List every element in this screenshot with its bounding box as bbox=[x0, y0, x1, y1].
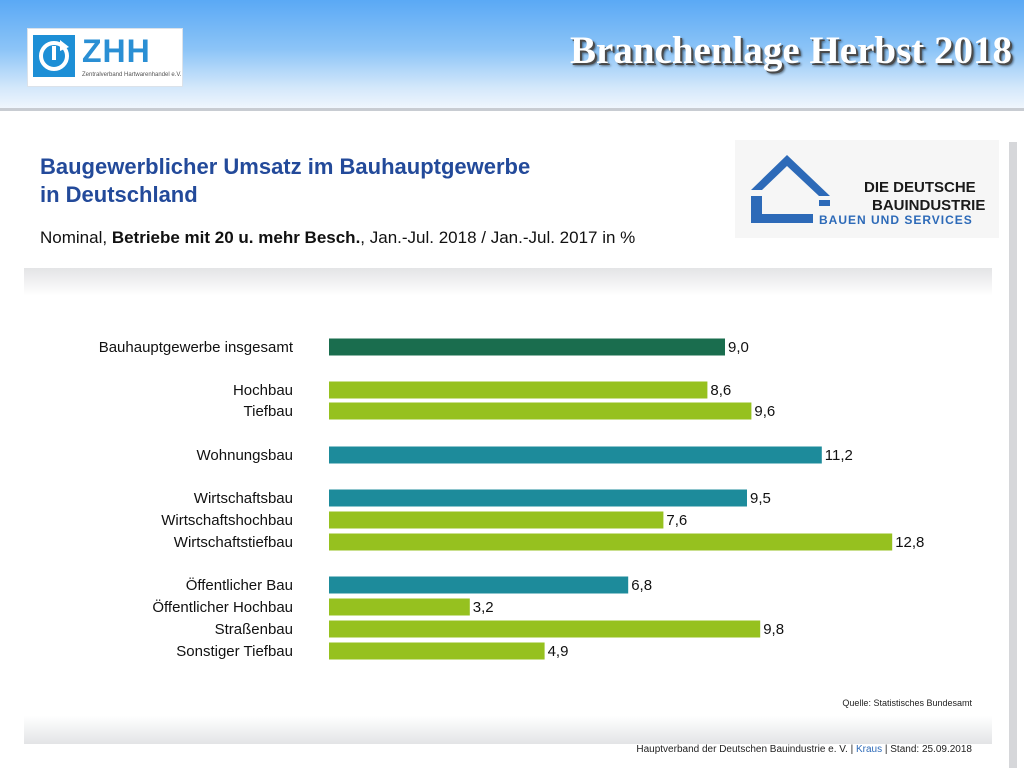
bar-8 bbox=[329, 598, 470, 616]
chart-band-bottom bbox=[24, 716, 992, 744]
bar-9 bbox=[329, 620, 761, 638]
category-label-3: Wohnungsbau bbox=[197, 447, 293, 464]
value-label-4: 9,5 bbox=[750, 490, 771, 507]
header-divider bbox=[0, 108, 1024, 111]
zhh-logo: ZHH Zentralverband Hartwarenhandel e.V. bbox=[27, 28, 183, 87]
value-label-10: 4,9 bbox=[548, 643, 569, 660]
bar-3 bbox=[329, 446, 822, 464]
house-roof-icon bbox=[751, 155, 830, 223]
bar-4 bbox=[329, 489, 747, 507]
value-label-6: 12,8 bbox=[895, 534, 924, 551]
value-label-2: 9,6 bbox=[754, 403, 775, 420]
bar-6 bbox=[329, 533, 893, 551]
chart-title-line1: Baugewerblicher Umsatz im Bauhauptgewerb… bbox=[40, 154, 531, 179]
value-label-8: 3,2 bbox=[473, 599, 494, 616]
chart-subtitle: Nominal, Betriebe mit 20 u. mehr Besch.,… bbox=[40, 228, 635, 248]
value-label-5: 7,6 bbox=[666, 512, 687, 529]
footer-text: Hauptverband der Deutschen Bauindustrie … bbox=[636, 744, 972, 755]
zhh-refresh-icon bbox=[33, 35, 75, 77]
footer-org: Hauptverband der Deutschen Bauindustrie … bbox=[636, 744, 856, 755]
category-label-5: Wirtschaftshochbau bbox=[161, 512, 293, 529]
bar-7 bbox=[329, 576, 629, 594]
logo-line-3: BAUEN UND SERVICES bbox=[819, 213, 973, 227]
category-label-2: Tiefbau bbox=[244, 403, 293, 420]
category-label-8: Öffentlicher Hochbau bbox=[152, 598, 293, 616]
subtitle-part-c: , Jan.-Jul. 2018 / Jan.-Jul. 2017 in % bbox=[360, 228, 636, 247]
subtitle-part-b: Betriebe mit 20 u. mehr Besch. bbox=[111, 228, 361, 247]
bar-2 bbox=[329, 402, 752, 420]
logo-line-1: DIE DEUTSCHE bbox=[864, 179, 976, 196]
category-label-4: Wirtschaftsbau bbox=[194, 490, 293, 507]
category-label-1: Hochbau bbox=[233, 382, 293, 399]
category-label-6: Wirtschaftstiefbau bbox=[174, 534, 293, 551]
bar-5 bbox=[329, 511, 664, 529]
page-title: Branchenlage Herbst 2018 bbox=[570, 29, 1012, 72]
bar-1 bbox=[329, 381, 708, 399]
value-label-3: 11,2 bbox=[825, 447, 853, 464]
chart-title-line2: in Deutschland bbox=[40, 182, 198, 207]
zhh-logo-text: ZHH bbox=[82, 33, 151, 69]
category-label-10: Sonstiger Tiefbau bbox=[176, 643, 293, 660]
bar-10 bbox=[329, 642, 545, 660]
category-label-9: Straßenbau bbox=[215, 621, 293, 638]
chart-band-top bbox=[24, 268, 992, 296]
panel-shadow bbox=[1009, 142, 1017, 768]
value-label-9: 9,8 bbox=[763, 621, 784, 638]
category-label-0: Bauhauptgewerbe insgesamt bbox=[99, 339, 294, 356]
bar-0 bbox=[329, 338, 725, 356]
value-label-7: 6,8 bbox=[631, 577, 652, 594]
source-note: Quelle: Statistisches Bundesamt bbox=[842, 698, 972, 708]
footer-stand: | Stand: 25.09.2018 bbox=[882, 744, 972, 755]
chart-title: Baugewerblicher Umsatz im Bauhauptgewerb… bbox=[40, 153, 530, 209]
value-label-0: 9,0 bbox=[728, 339, 749, 356]
category-label-7: Öffentlicher Bau bbox=[186, 576, 293, 594]
zhh-logo-subtitle: Zentralverband Hartwarenhandel e.V. bbox=[82, 72, 182, 78]
logo-line-2: BAUINDUSTRIE bbox=[872, 197, 986, 214]
footer-author: Kraus bbox=[855, 744, 883, 755]
value-label-1: 8,6 bbox=[710, 382, 731, 399]
subtitle-part-a: Nominal, bbox=[40, 228, 112, 247]
bauindustrie-logo: DIE DEUTSCHE BAUINDUSTRIE BAUEN UND SERV… bbox=[735, 140, 999, 238]
